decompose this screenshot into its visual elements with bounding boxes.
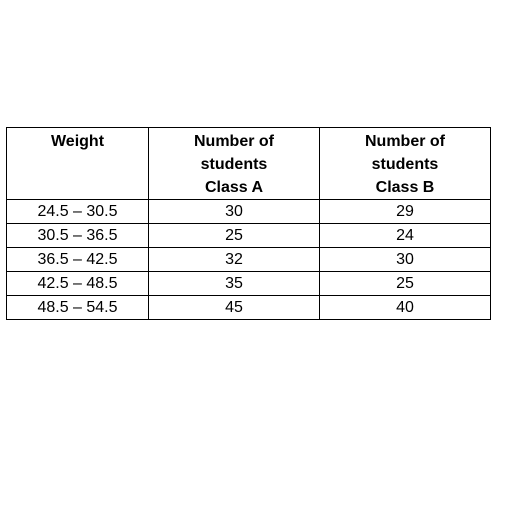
header-weight: Weight (6, 127, 149, 200)
header-class-a: Number of students Class A (148, 127, 320, 200)
class-b-cell: 29 (319, 199, 491, 224)
header-weight-line: Weight (50, 133, 105, 150)
table-row: 24.5 – 30.5 30 29 (6, 199, 491, 224)
table-row: 42.5 – 48.5 35 25 (6, 271, 491, 296)
class-a-cell: 45 (148, 295, 320, 320)
weight-cell: 42.5 – 48.5 (6, 271, 149, 296)
class-b-cell: 30 (319, 247, 491, 272)
weight-cell: 30.5 – 36.5 (6, 223, 149, 248)
weight-cell: 36.5 – 42.5 (6, 247, 149, 272)
header-class-b-line: Number of (365, 133, 445, 150)
header-row: Weight Number of students Class A Number… (6, 127, 491, 200)
table-row: 48.5 – 54.5 45 40 (6, 295, 491, 320)
weight-distribution-table: Weight Number of students Class A Number… (6, 127, 491, 320)
weight-cell: 48.5 – 54.5 (6, 295, 149, 320)
table-row: 30.5 – 36.5 25 24 (6, 223, 491, 248)
table-row: 36.5 – 42.5 32 30 (6, 247, 491, 272)
class-a-cell: 30 (148, 199, 320, 224)
header-class-b-line: Class B (375, 179, 435, 196)
header-class-a-line: students (200, 156, 268, 173)
table-header: Weight Number of students Class A Number… (6, 127, 491, 200)
header-class-a-line: Class A (204, 179, 264, 196)
class-a-cell: 25 (148, 223, 320, 248)
class-a-cell: 35 (148, 271, 320, 296)
class-a-cell: 32 (148, 247, 320, 272)
header-class-a-line: Number of (194, 133, 274, 150)
header-class-b: Number of students Class B (319, 127, 491, 200)
class-b-cell: 24 (319, 223, 491, 248)
header-class-b-line: students (371, 156, 439, 173)
table-body: 24.5 – 30.5 30 29 30.5 – 36.5 25 24 36.5… (6, 199, 491, 320)
class-b-cell: 40 (319, 295, 491, 320)
weight-cell: 24.5 – 30.5 (6, 199, 149, 224)
class-b-cell: 25 (319, 271, 491, 296)
